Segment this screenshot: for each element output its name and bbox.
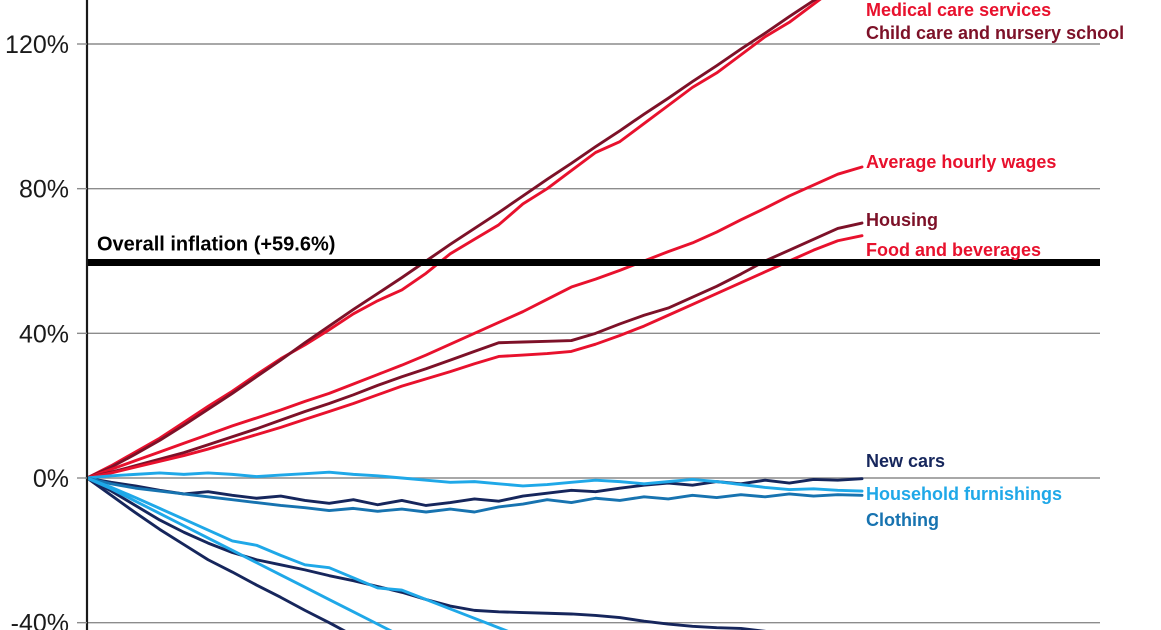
series-label-housing: Housing xyxy=(866,210,938,230)
series-line-food-and-beverages xyxy=(85,234,864,480)
overall-inflation-benchmark: Overall inflation (+59.6%) xyxy=(87,233,1100,266)
series-line-unlabeled-light-blue-declining-series-d xyxy=(85,476,393,630)
y-tick-label-0: 0% xyxy=(33,465,69,493)
series-line-unlabeled-navy-declining-series-a xyxy=(85,476,766,630)
series-line-housing xyxy=(85,221,864,480)
series-labels-group: Medical care services Child care and nurs… xyxy=(866,0,1124,530)
series-line-unlabeled-navy-declining-series-c xyxy=(85,476,346,630)
y-tick-label-120: 120% xyxy=(5,31,69,59)
series-line-household-furnishings xyxy=(85,470,864,493)
series-label-child-care-and-nursery-school: Child care and nursery school xyxy=(866,23,1124,43)
series-label-new-cars: New cars xyxy=(866,451,945,471)
overall-inflation-label: Overall inflation (+59.6%) xyxy=(97,233,335,255)
series-label-clothing: Clothing xyxy=(866,510,939,530)
series-label-household-furnishings: Household furnishings xyxy=(866,484,1062,504)
y-axis-tick-labels: 120% 80% 40% 0% -40% xyxy=(5,31,87,630)
series-label-average-hourly-wages: Average hourly wages xyxy=(866,152,1056,172)
series-label-medical-care-services: Medical care services xyxy=(866,0,1051,20)
series-line-child-care-and-nursery-school xyxy=(85,0,818,480)
series-label-food-and-beverages: Food and beverages xyxy=(866,240,1041,260)
y-tick-label-80: 80% xyxy=(19,176,69,204)
y-tick-label-neg40: -40% xyxy=(11,610,69,630)
series-line-average-hourly-wages xyxy=(85,165,864,480)
series-line-medical-care-services xyxy=(85,0,822,480)
data-lines-group xyxy=(85,0,864,630)
series-line-unlabeled-light-blue-declining-series-b xyxy=(85,476,509,630)
y-tick-label-40: 40% xyxy=(19,320,69,348)
series-line-clothing xyxy=(85,476,864,514)
